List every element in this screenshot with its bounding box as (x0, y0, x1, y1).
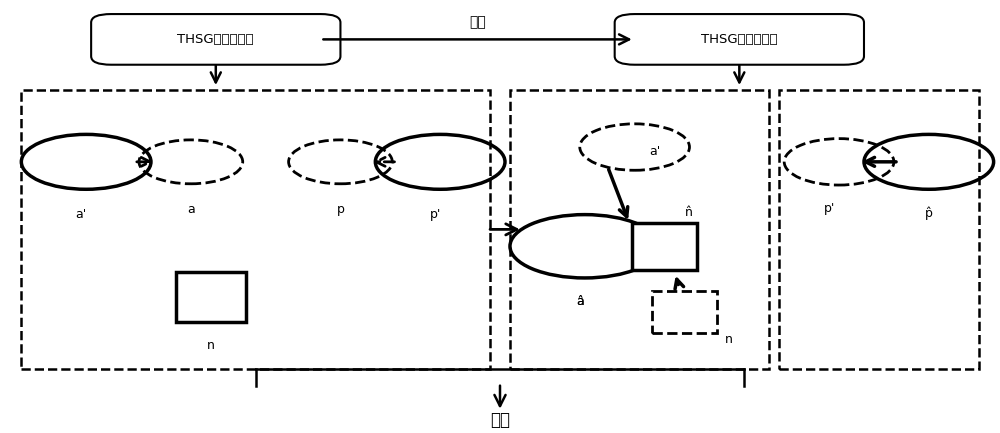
Bar (21, 90, 490, 369)
Text: â: â (576, 295, 584, 308)
Bar (510, 90, 769, 369)
Text: 生成: 生成 (470, 15, 486, 29)
Text: THSG的第一阶段: THSG的第一阶段 (177, 33, 254, 46)
Text: n: n (207, 339, 215, 352)
Bar (176, 271, 246, 322)
Text: n̂: n̂ (684, 206, 692, 219)
FancyBboxPatch shape (91, 14, 340, 65)
Text: p': p' (429, 208, 441, 221)
Text: p: p (337, 203, 344, 216)
Bar (779, 90, 979, 369)
Text: â: â (576, 295, 584, 308)
FancyBboxPatch shape (615, 14, 864, 65)
Text: n: n (724, 333, 732, 346)
Text: a': a' (650, 145, 661, 158)
Bar (652, 291, 717, 333)
Text: 损失: 损失 (490, 411, 510, 429)
Text: p': p' (823, 202, 835, 215)
Bar (632, 223, 697, 269)
Text: p̂: p̂ (925, 206, 933, 220)
Text: THSG的第二阶段: THSG的第二阶段 (701, 33, 778, 46)
Text: a': a' (76, 208, 87, 221)
Text: a: a (187, 203, 195, 216)
